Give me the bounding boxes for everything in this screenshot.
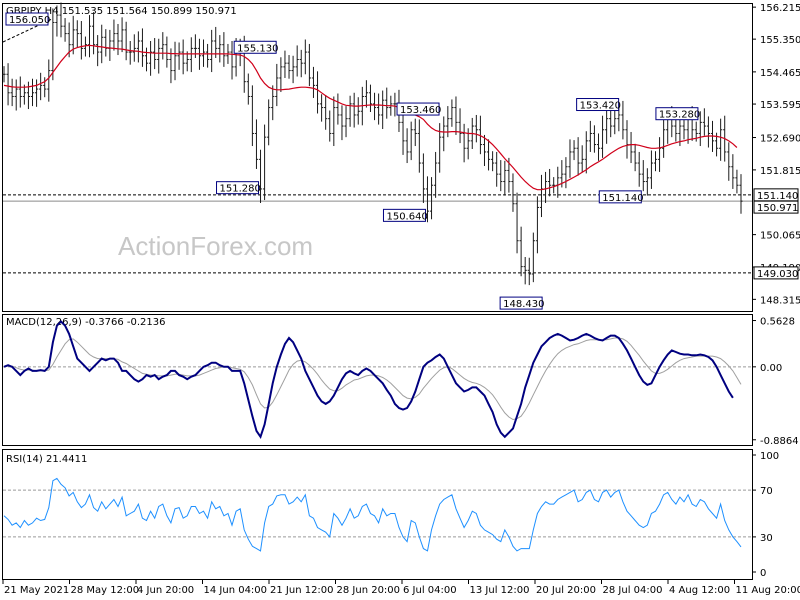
annotation-text: 155.130 — [237, 43, 278, 54]
price-y-tick-label: 153.595 — [760, 100, 800, 111]
price-tag-text: 150.971 — [757, 203, 798, 214]
x-tick-label: 13 Jul 12:00 — [470, 585, 530, 596]
annotation-box — [655, 107, 699, 121]
price-tag-text: 149.030 — [757, 269, 798, 280]
macd-y-tick-label: 0.5628 — [760, 317, 795, 328]
price-annotation: 151.140 — [598, 190, 644, 204]
x-tick-label: 28 Jul 04:00 — [603, 585, 663, 596]
price-panel-title: GBPJPY,H4 151.535 151.564 150.899 150.97… — [6, 6, 237, 17]
x-tick-label: 4 Aug 12:00 — [669, 585, 730, 596]
annotation-text: 153.460 — [400, 105, 441, 116]
annotation-text: 153.420 — [580, 101, 621, 112]
rsi-panel-title: RSI(14) 21.4411 — [6, 454, 87, 465]
x-tick-label: 14 Jun 04:00 — [204, 585, 268, 596]
macd-panel-title: MACD(12,26,9) -0.3766 -0.2136 — [6, 317, 166, 328]
price-tag-box — [753, 266, 799, 280]
annotation-box — [499, 296, 543, 310]
price-y-tick-label: 150.065 — [760, 231, 800, 242]
rsi-layer — [3, 477, 752, 552]
price-annotation: 153.420 — [576, 98, 621, 112]
moving-average-line — [3, 44, 738, 191]
price-annotation: 153.460 — [396, 102, 441, 116]
x-tick-label: 11 Aug 20:00 — [736, 585, 800, 596]
price-y-tick-label: 155.350 — [760, 35, 800, 46]
rsi-y-tick-label: 0 — [760, 568, 766, 579]
annotation-text: 150.640 — [386, 211, 427, 222]
rsi-y-tick-label: 30 — [760, 533, 773, 544]
price-y-tick-label: 156.215 — [760, 3, 800, 14]
x-tick-label: 20 Jul 20:00 — [536, 585, 596, 596]
macd-signal-line — [3, 337, 742, 421]
annotation-box — [576, 98, 620, 112]
macd-line — [3, 320, 734, 440]
macd-panel-frame — [2, 314, 753, 446]
macd-y-tick-label: 0.00 — [760, 363, 782, 374]
annotation-text: 151.280 — [220, 184, 261, 195]
annotation-box — [382, 208, 426, 222]
price-tag-box — [753, 200, 799, 214]
price-annotation: 156.050 — [5, 12, 50, 26]
price-y-tick-label: 154.465 — [760, 68, 800, 79]
annotation-box — [5, 12, 49, 26]
rsi-y-tick-label: 70 — [760, 486, 773, 497]
x-tick-label: 6 Jul 04:00 — [403, 585, 457, 596]
price-y-tick-label: 148.315 — [760, 295, 800, 306]
price-annotation: 155.130 — [233, 40, 279, 54]
price-tag: 150.971 — [753, 200, 799, 214]
annotation-box — [598, 190, 642, 204]
x-tick-label: 28 May 12:00 — [71, 585, 140, 596]
x-tick-label: 21 Jun 12:00 — [270, 585, 334, 596]
price-layer: 156.050 155.130 151.280 153.460 150.640 148.4… — [2, 2, 752, 310]
rsi-line — [3, 477, 742, 552]
annotation-text: 156.050 — [9, 15, 50, 26]
x-tick-label: 4 Jun 20:00 — [137, 585, 194, 596]
rsi-y-tick-label: 100 — [760, 451, 779, 462]
price-annotation: 150.640 — [382, 208, 428, 222]
price-tag: 151.140 — [753, 188, 799, 202]
price-tag-text: 151.140 — [757, 191, 798, 202]
annotation-box — [396, 102, 440, 116]
x-tick-label: 21 May 2021 — [4, 585, 69, 596]
x-tick-label: 28 Jun 20:00 — [337, 585, 401, 596]
price-annotation: 153.280 — [655, 107, 700, 121]
macd-y-tick-label: -0.8864 — [760, 436, 799, 447]
price-annotation: 151.280 — [216, 181, 261, 195]
rsi-panel-frame — [2, 449, 753, 580]
annotation-box — [233, 40, 277, 54]
axis-layer: 156.215 155.350 154.465 153.595 152.690 151.8… — [2, 3, 800, 596]
price-y-tick-label: 152.690 — [760, 134, 800, 145]
annotation-text: 148.430 — [503, 299, 544, 310]
macd-layer — [3, 320, 752, 440]
watermark: ActionForex.com — [118, 231, 313, 261]
annotation-text: 151.140 — [602, 193, 643, 204]
price-y-tick-label: 151.815 — [760, 166, 800, 177]
price-annotation: 148.430 — [499, 296, 544, 310]
annotation-text: 153.280 — [659, 110, 700, 121]
annotation-box — [216, 181, 260, 195]
price-panel-frame — [2, 3, 753, 312]
price-tag: 149.030 — [753, 266, 799, 280]
